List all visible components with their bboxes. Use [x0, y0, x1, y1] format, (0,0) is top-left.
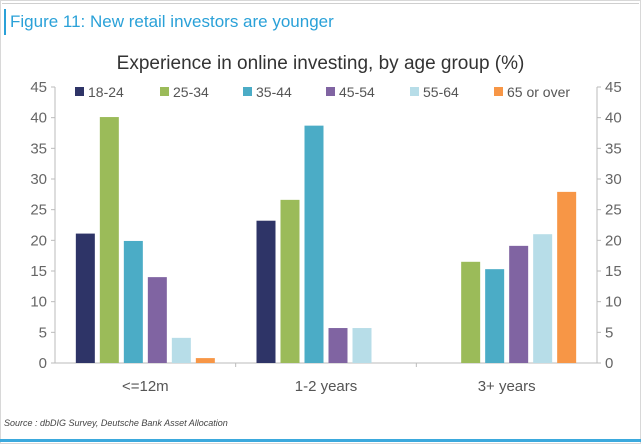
x-category-label: 1-2 years	[295, 378, 358, 395]
bar-18-24-0	[75, 233, 95, 363]
bar-55-64-0	[171, 337, 191, 363]
y-tick-label-right: 10	[605, 294, 622, 311]
y-tick-label-left: 0	[39, 355, 47, 372]
x-category-label: <=12m	[122, 378, 169, 395]
bar-35-44-1	[304, 125, 324, 363]
y-tick-label-right: 30	[605, 171, 622, 188]
bar-45-54-0	[147, 277, 167, 363]
x-category-label: 3+ years	[478, 378, 536, 395]
y-tick-label-right: 40	[605, 110, 622, 127]
legend-swatch	[326, 87, 335, 96]
bar-55-64-1	[352, 328, 372, 363]
y-tick-label-left: 45	[30, 79, 47, 96]
legend-swatch	[160, 87, 169, 96]
y-tick-label-left: 40	[30, 110, 47, 127]
y-tick-label-right: 5	[605, 324, 613, 341]
bar-25-34-1	[280, 199, 300, 363]
bar-25-34-2	[461, 261, 481, 363]
y-tick-label-right: 45	[605, 79, 622, 96]
chart-title: Experience in online investing, by age g…	[116, 53, 525, 74]
bar-65-or-over-0	[195, 358, 215, 363]
legend-label: 55-64	[423, 84, 459, 100]
y-tick-label-left: 20	[30, 232, 47, 249]
y-tick-label-left: 10	[30, 294, 47, 311]
y-tick-label-right: 20	[605, 232, 622, 249]
y-tick-label-right: 0	[605, 355, 613, 372]
figure-title: Figure 11: New retail investors are youn…	[4, 9, 334, 35]
legend-swatch	[243, 87, 252, 96]
legend-label: 35-44	[256, 84, 292, 100]
y-tick-label-left: 25	[30, 202, 47, 219]
legend-swatch	[410, 87, 419, 96]
bar-35-44-2	[485, 269, 505, 363]
legend-label: 45-54	[339, 84, 375, 100]
legend-label: 25-34	[173, 84, 209, 100]
bar-45-54-1	[328, 328, 348, 363]
y-tick-label-right: 15	[605, 263, 622, 280]
legend-swatch	[75, 87, 84, 96]
bar-65-or-over-2	[557, 191, 577, 363]
y-tick-label-right: 25	[605, 202, 622, 219]
bottom-divider	[0, 439, 641, 442]
bar-25-34-0	[99, 117, 119, 363]
bar-55-64-2	[533, 234, 553, 363]
source-note: Source : dbDIG Survey, Deutsche Bank Ass…	[4, 418, 228, 428]
legend-label: 18-24	[88, 84, 124, 100]
y-tick-label-left: 30	[30, 171, 47, 188]
legend-swatch	[494, 87, 503, 96]
bar-45-54-2	[509, 245, 529, 363]
y-tick-label-left: 15	[30, 263, 47, 280]
bar-18-24-1	[256, 220, 276, 363]
y-tick-label-left: 5	[39, 324, 47, 341]
bar-35-44-0	[123, 240, 143, 363]
y-tick-label-left: 35	[30, 140, 47, 157]
legend-label: 65 or over	[507, 84, 570, 100]
y-tick-label-right: 35	[605, 140, 622, 157]
top-divider	[2, 3, 639, 4]
